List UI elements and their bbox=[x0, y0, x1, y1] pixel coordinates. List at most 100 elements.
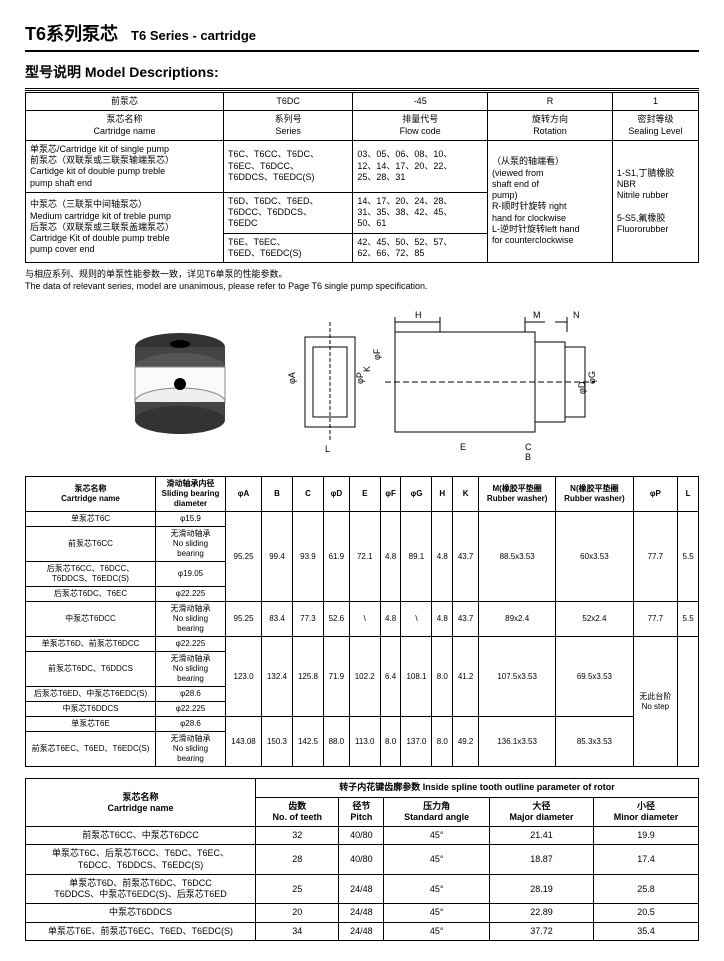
cell: 4.8 bbox=[432, 512, 453, 602]
cell: 136.1x3.53 bbox=[479, 717, 556, 767]
cell: C bbox=[292, 477, 323, 512]
cell: 20.5 bbox=[594, 904, 699, 922]
cell: 齿数 No. of teeth bbox=[256, 797, 339, 827]
svg-text:E: E bbox=[460, 442, 466, 452]
cell: 无滑动轴承 No sliding bearing bbox=[156, 602, 226, 637]
cell: 150.3 bbox=[262, 717, 293, 767]
cell: 单泵芯T6E、前泵芯T6EC、T6ED、T6EDC(S) bbox=[26, 922, 256, 940]
section-title: 型号说明 Model Descriptions: bbox=[25, 62, 699, 82]
cell: \ bbox=[401, 602, 432, 637]
cell: 前泵芯T6DC、T6DDCS bbox=[26, 652, 156, 687]
svg-text:K: K bbox=[362, 366, 372, 372]
note-en: The data of relevant series, model are u… bbox=[25, 281, 428, 291]
technical-drawing: H M N φA φP K φF φG φD E C B L bbox=[285, 302, 625, 462]
cell: 14、17、20、24、28、 31、35、38、42、45、 50、61 bbox=[353, 192, 488, 233]
cell: 密封等级 Sealing Level bbox=[612, 111, 698, 141]
table-row: 泵芯名称 Cartridge name 滑动轴承内径 Sliding beari… bbox=[26, 477, 699, 512]
cell: 125.8 bbox=[292, 637, 323, 717]
svg-text:φA: φA bbox=[287, 373, 297, 385]
cell: 单泵芯T6D、前泵芯T6DC、T6DCC T6DDCS、中泵芯T6EDC(S)、… bbox=[26, 874, 256, 904]
cell: 中泵芯T6DCC bbox=[26, 602, 156, 637]
title-en: T6 Series - cartridge bbox=[131, 28, 256, 43]
table-row: 泵芯名称 Cartridge name 系列号 Series 排量代号 Flow… bbox=[26, 111, 699, 141]
cell: 泵芯名称 Cartridge name bbox=[26, 111, 224, 141]
cell: 压力角 Standard angle bbox=[384, 797, 490, 827]
svg-text:φP: φP bbox=[355, 373, 365, 385]
cell: φF bbox=[380, 477, 401, 512]
cell: 旋转方向 Rotation bbox=[488, 111, 613, 141]
cell: H bbox=[432, 477, 453, 512]
cell: 52.6 bbox=[323, 602, 349, 637]
cell: 单泵芯T6C bbox=[26, 512, 156, 527]
cell: 前泵芯T6CC、中泵芯T6DCC bbox=[26, 827, 256, 845]
cell: 52x2.4 bbox=[556, 602, 633, 637]
drawing-svg: H M N φA φP K φF φG φD E C B L bbox=[285, 302, 625, 462]
cell: 45° bbox=[384, 845, 490, 875]
cell: 5.5 bbox=[678, 602, 699, 637]
cell: 88.0 bbox=[323, 717, 349, 767]
cell: T6E、T6EC、 T6ED、T6EDC(S) bbox=[223, 233, 352, 263]
cell: 60x3.53 bbox=[556, 512, 633, 602]
cell: 5.5 bbox=[678, 512, 699, 602]
cell: 89x2.4 bbox=[479, 602, 556, 637]
cell: 1 bbox=[612, 93, 698, 111]
cell: L bbox=[678, 477, 699, 512]
cell: 45° bbox=[384, 874, 490, 904]
cell: 72.1 bbox=[349, 512, 380, 602]
cell: \ bbox=[349, 602, 380, 637]
cell: 1-S1,丁腈橡胶 NBR Nitrile rubber 5-S5,氟橡胶 Fl… bbox=[612, 140, 698, 262]
cell: 径节 Pitch bbox=[339, 797, 384, 827]
cartridge-icon bbox=[120, 322, 240, 442]
cell: φG bbox=[401, 477, 432, 512]
cell: 18.87 bbox=[489, 845, 593, 875]
cell: φD bbox=[323, 477, 349, 512]
cell: 无滑动轴承 No sliding bearing bbox=[156, 652, 226, 687]
cell: 后泵芯T6ED、中泵芯T6EDC(S) bbox=[26, 687, 156, 702]
cell: 77.3 bbox=[292, 602, 323, 637]
cell: 123.0 bbox=[226, 637, 262, 717]
spline-table: 泵芯名称 Cartridge name 转子内花键齿廓参数 Inside spl… bbox=[25, 778, 699, 941]
cell: N(橡胶平垫圈 Rubber washer) bbox=[556, 477, 633, 512]
table-row: 单泵芯T6Cφ15.995.2599.493.961.972.14.889.14… bbox=[26, 512, 699, 527]
cell: 88.5x3.53 bbox=[479, 512, 556, 602]
cell: 28 bbox=[256, 845, 339, 875]
cell: 95.25 bbox=[226, 602, 262, 637]
cell: 前泵芯T6CC bbox=[26, 527, 156, 562]
svg-text:φG: φG bbox=[587, 372, 597, 385]
cell: 24/48 bbox=[339, 874, 384, 904]
cell: 单泵芯T6E bbox=[26, 717, 156, 732]
cell: 单泵芯T6C、后泵芯T6CC、T6DC、T6EC、 T6DCC、T6DDCS、T… bbox=[26, 845, 256, 875]
cell: 93.9 bbox=[292, 512, 323, 602]
cell: 77.7 bbox=[633, 512, 678, 602]
cell: φ19.05 bbox=[156, 562, 226, 587]
cell: 25 bbox=[256, 874, 339, 904]
table-row: 单泵芯/Cartridge kit of single pump 前泵芯（双联泵… bbox=[26, 140, 699, 192]
cell: φ22.225 bbox=[156, 637, 226, 652]
cell: 03、05、06、08、10、 12、14、17、20、22、 25、28、31 bbox=[353, 140, 488, 192]
cell: 45° bbox=[384, 827, 490, 845]
cell: 4.8 bbox=[380, 512, 401, 602]
cell: 102.2 bbox=[349, 637, 380, 717]
cell: T6DC bbox=[223, 93, 352, 111]
section-rule-bot bbox=[25, 90, 699, 91]
table-row: 单泵芯T6C、后泵芯T6CC、T6DC、T6EC、 T6DCC、T6DDCS、T… bbox=[26, 845, 699, 875]
cell: 24/48 bbox=[339, 904, 384, 922]
cell: φP bbox=[633, 477, 678, 512]
cell: 43.7 bbox=[453, 512, 479, 602]
cell: 32 bbox=[256, 827, 339, 845]
cell: 25.8 bbox=[594, 874, 699, 904]
model-table: 前泵芯 T6DC -45 R 1 泵芯名称 Cartridge name 系列号… bbox=[25, 92, 699, 263]
table-row: 泵芯名称 Cartridge name 转子内花键齿廓参数 Inside spl… bbox=[26, 779, 699, 797]
cell: 中泵芯（三联泵中间轴泵芯） Medium cartridge kit of tr… bbox=[26, 192, 224, 262]
cell: 41.2 bbox=[453, 637, 479, 717]
svg-text:φF: φF bbox=[372, 349, 382, 361]
cell: 8.0 bbox=[432, 717, 453, 767]
table-row: 单泵芯T6E、前泵芯T6EC、T6ED、T6EDC(S)3424/4845°37… bbox=[26, 922, 699, 940]
cell: 142.5 bbox=[292, 717, 323, 767]
cell: 泵芯名称 Cartridge name bbox=[26, 779, 256, 827]
cell: 20 bbox=[256, 904, 339, 922]
cell: 34 bbox=[256, 922, 339, 940]
cell: 单泵芯/Cartridge kit of single pump 前泵芯（双联泵… bbox=[26, 140, 224, 192]
cell: 小径 Minor diameter bbox=[594, 797, 699, 827]
cell: 28.19 bbox=[489, 874, 593, 904]
